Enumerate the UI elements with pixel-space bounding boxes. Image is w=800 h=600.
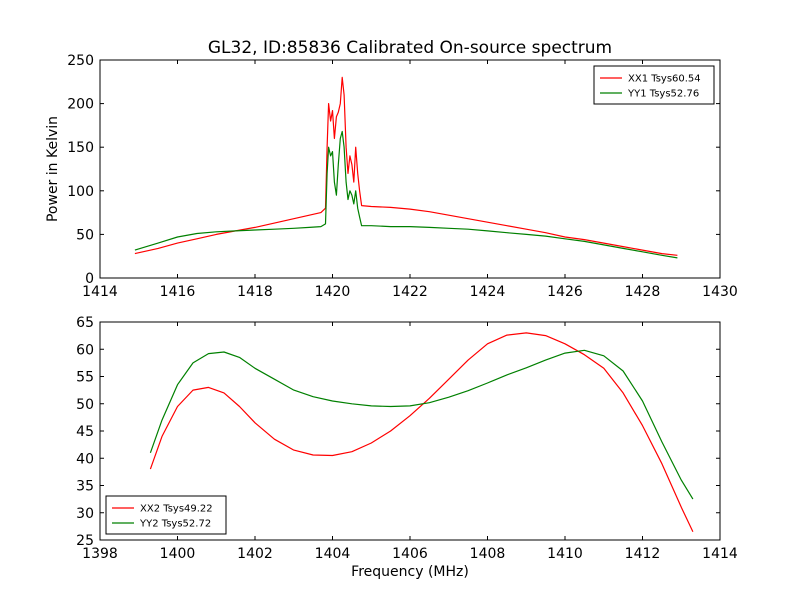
- bottom-y-tick-label: 55: [76, 370, 94, 386]
- top-y-axis-label: Power in Kelvin: [45, 116, 61, 222]
- top-y-tick-label: 200: [67, 97, 94, 113]
- top-x-tick-label: 1418: [237, 284, 273, 300]
- bottom-x-axis-label: Frequency (MHz): [351, 564, 469, 580]
- bottom-series-line-1: [149, 349, 694, 500]
- bottom-x-tick-label: 1404: [315, 546, 351, 562]
- top-y-tick-label: 100: [67, 184, 94, 200]
- bottom-legend-label: YY2 Tsys52.72: [139, 519, 211, 530]
- top-y-tick-label: 50: [76, 227, 94, 243]
- bottom-y-tick-label: 45: [76, 424, 94, 440]
- bottom-axes: 1398 1400 1402 1404 1406 1408 1410 1412 1414 25 30…: [76, 315, 738, 562]
- bottom-y-tick-label: 50: [76, 397, 94, 413]
- bottom-x-tick-label: 1398: [82, 546, 118, 562]
- bottom-y-tick-label: 65: [76, 315, 94, 331]
- figure-title: GL32, ID:85836 Calibrated On-source spec…: [208, 38, 612, 58]
- bottom-legend-label: XX2 Tsys49.22: [140, 504, 213, 515]
- top-x-tick-label: 1424: [470, 284, 506, 300]
- bottom-y-tick-label: 30: [76, 506, 94, 522]
- top-x-tick-label: 1416: [160, 284, 196, 300]
- top-legend-box: [593, 65, 715, 105]
- bottom-plot-area: [149, 332, 694, 533]
- bottom-y-tick-label: 40: [76, 451, 94, 467]
- top-panel: 1414 1416 1418 1420 1422 1424 1426 1428 1430 0 50 1…: [45, 53, 738, 300]
- top-legend-label: YY1 Tsys52.76: [627, 89, 699, 100]
- bottom-x-tick-label: 1412: [625, 546, 661, 562]
- bottom-panel: 1398 1400 1402 1404 1406 1408 1410 1412 1414 25 30…: [76, 315, 738, 580]
- top-x-tick-label: 1422: [392, 284, 428, 300]
- top-x-tick-label: 1420: [315, 284, 351, 300]
- top-series-line-0: [134, 76, 678, 256]
- bottom-y-tick-label: 25: [76, 533, 94, 549]
- top-x-tick-label: 1414: [82, 284, 118, 300]
- bottom-x-tick-label: 1414: [702, 546, 738, 562]
- top-x-tick-label: 1430: [702, 284, 738, 300]
- bottom-y-tick-label: 60: [76, 342, 94, 358]
- top-legend-label: XX1 Tsys60.54: [628, 74, 701, 85]
- bottom-legend-box: [105, 495, 227, 535]
- top-y-tick-label: 0: [85, 271, 94, 287]
- top-legend: XX1 Tsys60.54 YY1 Tsys52.76: [593, 65, 715, 105]
- bottom-x-tick-label: 1410: [547, 546, 583, 562]
- top-plot-area: [134, 76, 678, 259]
- top-series-line-1: [134, 130, 678, 259]
- bottom-x-tick-label: 1402: [237, 546, 273, 562]
- top-y-tick-label: 150: [67, 140, 94, 156]
- top-y-tick-label: 250: [67, 53, 94, 69]
- bottom-x-tick-label: 1408: [470, 546, 506, 562]
- top-x-tick-label: 1428: [625, 284, 661, 300]
- bottom-legend: XX2 Tsys49.22 YY2 Tsys52.72: [105, 495, 227, 535]
- bottom-series-line-0: [149, 332, 694, 533]
- bottom-y-tick-label: 35: [76, 479, 94, 495]
- top-x-tick-label: 1426: [547, 284, 583, 300]
- top-axes: 1414 1416 1418 1420 1422 1424 1426 1428 1430 0 50 1…: [67, 53, 738, 300]
- bottom-x-tick-label: 1400: [160, 546, 196, 562]
- bottom-x-tick-label: 1406: [392, 546, 428, 562]
